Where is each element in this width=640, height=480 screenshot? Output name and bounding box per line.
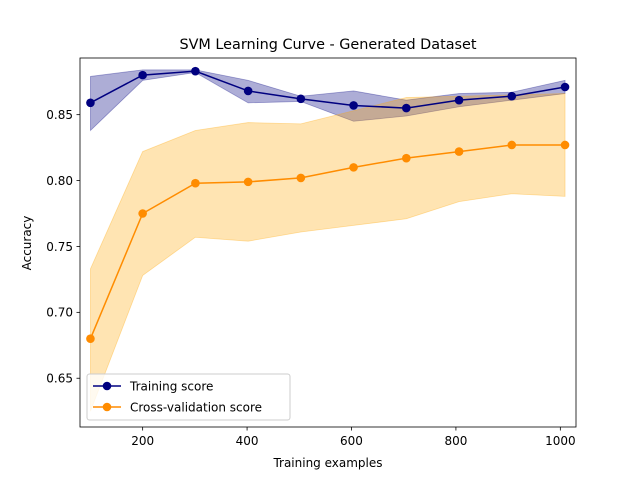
x-axis-label: Training examples [272,456,382,470]
x-tick-label: 200 [131,434,154,448]
data-point-cross-validation [243,177,253,187]
confidence-band-cross-validation [90,93,566,412]
data-point-cross-validation [402,153,411,163]
x-tick-label: 400 [236,434,259,448]
data-point-cross-validation [86,334,95,344]
legend-marker-training [102,381,112,391]
y-tick-label: 0.80 [46,174,73,188]
data-point-training [349,101,358,110]
legend-box [86,373,291,421]
legend: Training score Cross-validation score [86,373,291,421]
data-point-training [138,70,147,80]
y-tick-label: 0.85 [46,108,73,122]
x-tick-label: 600 [340,434,363,448]
plot-clipped-layer [86,66,570,412]
x-tick-label: 800 [444,434,467,448]
x-tick-label: 1000 [545,434,576,448]
legend-marker-cross-validation [102,402,112,412]
data-point-cross-validation [349,163,358,172]
data-point-cross-validation [560,140,570,150]
data-point-training [402,103,411,113]
y-tick-label: 0.75 [46,240,73,254]
data-point-cross-validation [296,173,306,183]
data-point-training [507,91,517,101]
legend-label-cross-validation: Cross-validation score [130,400,262,414]
data-point-cross-validation [138,209,147,218]
data-point-cross-validation [454,147,464,156]
data-point-training [296,94,306,104]
chart-title: SVM Learning Curve - Generated Dataset [179,37,476,53]
data-point-training [454,95,464,105]
axes-frame [79,57,577,428]
data-point-training [86,98,95,108]
y-axis-label: Accuracy [20,216,34,271]
data-point-training [191,66,200,76]
plot-area: 200 400 600 800 1000 0.65 0.70 0.75 0.80 0.85 [46,57,577,448]
series-line-cross-validation [89,144,566,339]
confidence-band-training [90,69,566,132]
data-point-cross-validation [191,178,200,188]
legend-label-training: Training score [129,379,213,393]
y-tick-label: 0.65 [46,372,73,386]
data-point-cross-validation [507,140,517,150]
y-tick-label: 0.70 [46,306,73,320]
data-point-training [243,86,253,96]
series-line-training [90,70,566,109]
data-point-training [560,82,570,92]
